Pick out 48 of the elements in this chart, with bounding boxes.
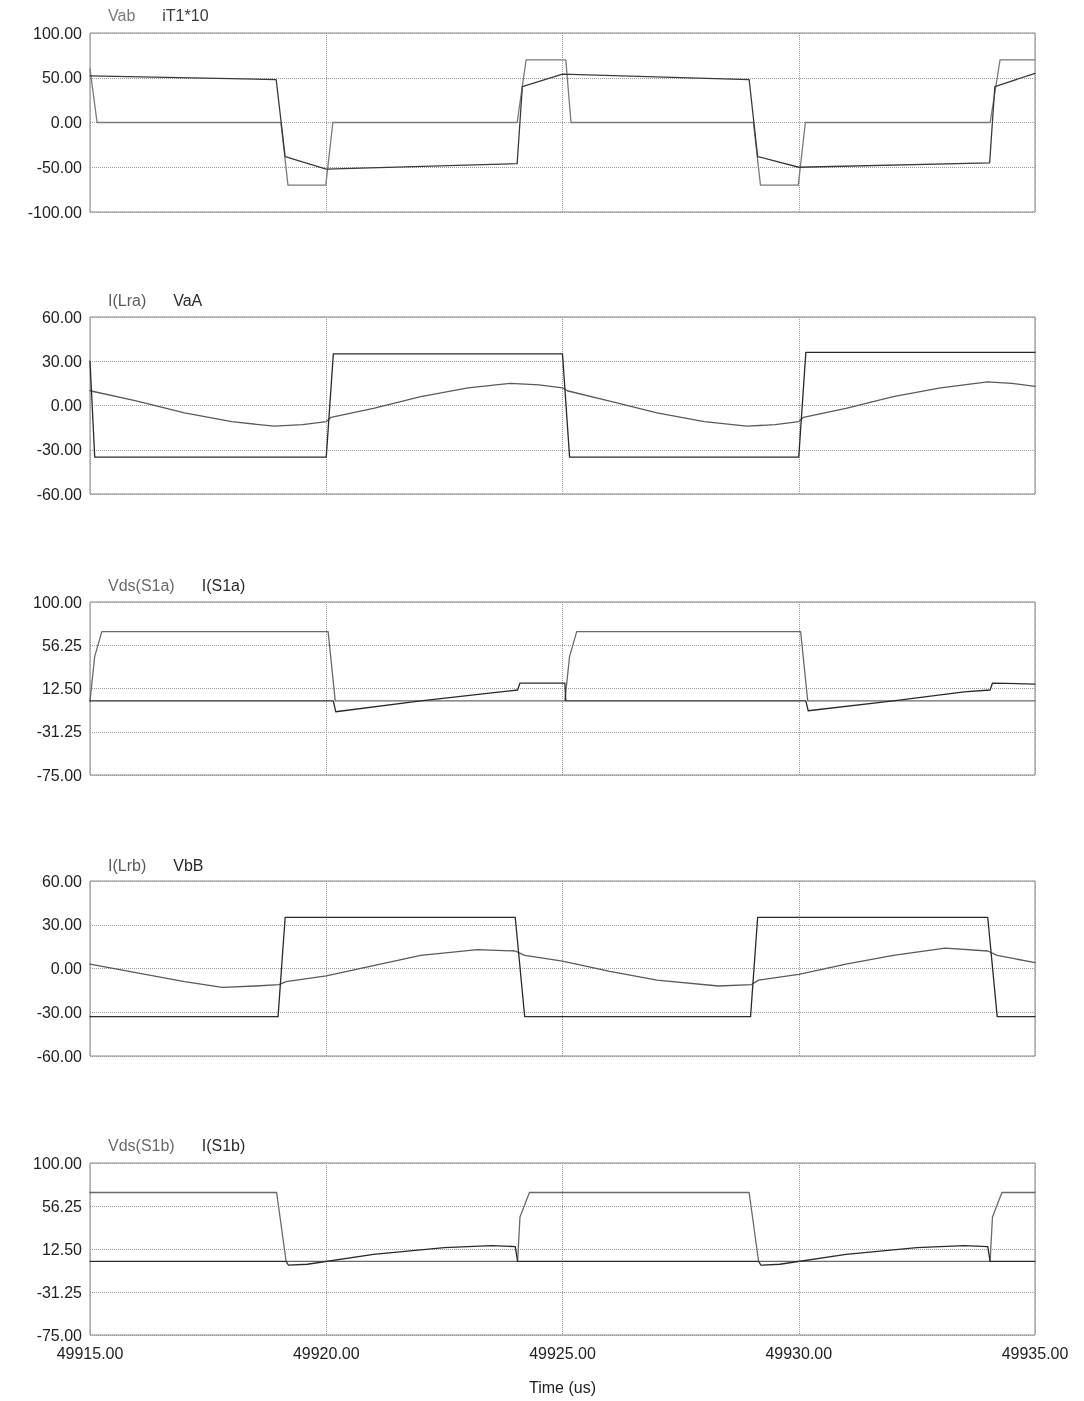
y-tick-label: -31.25 [36, 1283, 83, 1301]
text: I(S1a) [201, 576, 246, 594]
line-series [89, 1244, 1036, 1266]
line-series [89, 351, 1036, 458]
y-tick-label: -50.00 [36, 158, 83, 176]
y-tick-label: 50.00 [41, 69, 83, 87]
text: VbB [173, 856, 204, 874]
y-tick-label: -30.00 [36, 1003, 83, 1021]
text: I(S1b) [201, 1136, 246, 1154]
text: VaA [173, 291, 203, 309]
y-tick-label: -31.25 [36, 723, 83, 741]
y-tick-label: -60.00 [36, 485, 83, 503]
y-tick-label: 0.00 [50, 960, 83, 977]
x-tick-label: 49920.00 [292, 1344, 360, 1362]
text: Vab [108, 6, 136, 24]
text: iT1*10 [162, 6, 209, 24]
y-tick-label: -60.00 [36, 1047, 83, 1065]
y-tick-label: 30.00 [41, 916, 83, 934]
y-tick-label: 100.00 [33, 1154, 83, 1172]
y-tick-label: 30.00 [41, 352, 83, 370]
y-tick-label: 0.00 [50, 114, 83, 131]
text: I(Lrb) [108, 856, 147, 874]
y-tick-label: 56.25 [41, 636, 83, 654]
y-tick-label: 100.00 [33, 24, 83, 42]
x-tick-label: 49935.00 [1001, 1344, 1069, 1362]
text: Vds(S1b) [108, 1136, 175, 1154]
y-tick-label: -30.00 [36, 441, 83, 459]
line-series [89, 682, 1036, 713]
x-tick-label: 49915.00 [56, 1344, 124, 1362]
x-tick-label: 49925.00 [529, 1344, 596, 1362]
y-tick-label: 60.00 [41, 308, 83, 326]
text: Vds(S1a) [108, 576, 175, 594]
y-tick-label: 0.00 [50, 397, 83, 414]
line-series [89, 59, 1036, 186]
x-tick-label: 49930.00 [765, 1344, 833, 1362]
y-tick-label: 100.00 [33, 593, 83, 611]
y-tick-label: -75.00 [36, 1326, 83, 1344]
y-tick-label: 60.00 [41, 872, 83, 890]
x-axis-title: Time (us) [529, 1378, 596, 1396]
y-tick-label: -75.00 [36, 766, 83, 784]
y-tick-label: 56.25 [41, 1197, 83, 1215]
line-series [89, 381, 1036, 427]
line-series [89, 72, 1036, 170]
y-tick-label: 12.50 [41, 1240, 83, 1258]
y-tick-label: 12.50 [41, 680, 83, 697]
text: I(Lra) [108, 291, 147, 309]
y-tick-label: -100.00 [27, 203, 83, 221]
line-series [89, 947, 1036, 989]
